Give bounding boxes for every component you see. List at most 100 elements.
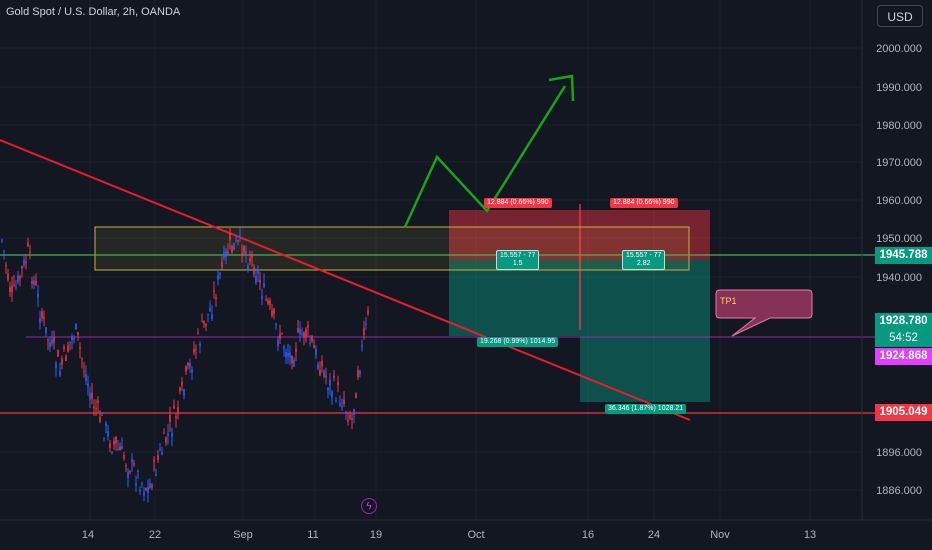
candle-body bbox=[167, 433, 169, 436]
candle-body bbox=[205, 323, 207, 327]
currency-button[interactable]: USD bbox=[877, 5, 923, 27]
candle-body bbox=[227, 251, 229, 254]
candle-body bbox=[193, 349, 195, 353]
price-candles bbox=[1, 226, 369, 503]
long1-entry-line2: 1.5 bbox=[512, 260, 523, 267]
bar-countdown: 54:52 bbox=[875, 330, 932, 347]
candle-body bbox=[245, 251, 247, 255]
candle-body bbox=[171, 433, 173, 437]
candle-body bbox=[251, 254, 253, 258]
candle-body bbox=[295, 348, 297, 352]
candle-body bbox=[311, 335, 313, 342]
candle-body bbox=[173, 405, 175, 409]
candle-body bbox=[35, 280, 37, 285]
candle-body bbox=[159, 448, 161, 450]
candle-body bbox=[197, 332, 199, 334]
candle-body bbox=[317, 363, 319, 370]
candle-body bbox=[87, 383, 89, 387]
candle-body bbox=[25, 261, 27, 264]
candle-body bbox=[191, 369, 193, 373]
candle-body bbox=[185, 366, 187, 372]
symbol-title[interactable]: Gold Spot / U.S. Dollar, 2h, OANDA bbox=[6, 6, 181, 18]
candle-body bbox=[123, 455, 125, 459]
price-tick: 1940.000 bbox=[876, 272, 922, 284]
time-tick: Oct bbox=[467, 529, 484, 541]
candle-body bbox=[99, 416, 101, 422]
candle-body bbox=[147, 487, 149, 493]
descending-trendline[interactable] bbox=[0, 139, 691, 421]
candle-body bbox=[237, 240, 239, 242]
candle-body bbox=[181, 381, 183, 386]
long1-stop-zone[interactable] bbox=[449, 260, 580, 336]
price-tick: 1950.000 bbox=[876, 233, 922, 245]
candle-body bbox=[3, 250, 5, 252]
candle-body bbox=[13, 284, 15, 286]
candle-body bbox=[213, 290, 215, 292]
candle-body bbox=[187, 363, 189, 366]
candle-body bbox=[279, 333, 281, 339]
tp1-callout[interactable] bbox=[715, 289, 813, 337]
candle-body bbox=[95, 408, 97, 410]
candle-body bbox=[275, 323, 277, 325]
price-tick: 1896.000 bbox=[876, 447, 922, 459]
long2-stop-zone[interactable] bbox=[580, 260, 710, 402]
candle-body bbox=[209, 308, 211, 312]
time-tick: 24 bbox=[648, 529, 660, 541]
candle-body bbox=[105, 423, 107, 426]
candle-body bbox=[49, 342, 51, 348]
candle-body bbox=[215, 297, 217, 299]
candle-body bbox=[261, 295, 263, 300]
candle-body bbox=[115, 436, 117, 444]
lightning-icon[interactable]: ϟ bbox=[361, 498, 377, 514]
candle-body bbox=[69, 341, 71, 343]
candle-body bbox=[201, 321, 203, 323]
long2-entry-label: 15.557 - 77 2.82 bbox=[622, 250, 666, 270]
candle-body bbox=[277, 339, 279, 347]
projection-path[interactable] bbox=[403, 85, 567, 228]
candle-body bbox=[129, 471, 131, 473]
candle-body bbox=[9, 287, 11, 293]
price-tick: 2000.000 bbox=[876, 43, 922, 55]
candle-body bbox=[133, 463, 135, 466]
candle-body bbox=[305, 329, 307, 337]
long1-target-label: 12.884 (0.66%) 990 bbox=[484, 198, 552, 208]
candle-body bbox=[101, 415, 103, 417]
candle-body bbox=[363, 328, 365, 335]
candle-body bbox=[365, 323, 367, 325]
price-tick: 1960.000 bbox=[876, 195, 922, 207]
candle-body bbox=[323, 370, 325, 377]
price-tick: 1886.000 bbox=[876, 485, 922, 497]
candle-body bbox=[293, 359, 295, 367]
candle-body bbox=[249, 258, 251, 262]
candle-body bbox=[65, 355, 67, 361]
time-axis[interactable]: 14 22 Sep 11 19 Oct 16 24 Nov 13 bbox=[82, 529, 816, 541]
candle-body bbox=[1, 239, 3, 241]
candle-body bbox=[337, 382, 339, 386]
candle-body bbox=[33, 280, 35, 285]
candle-body bbox=[145, 488, 147, 490]
candle-body bbox=[221, 261, 223, 268]
magenta-level-price-tag: 1924.868 bbox=[875, 348, 932, 365]
time-tick: 19 bbox=[370, 529, 382, 541]
candle-body bbox=[117, 448, 119, 450]
candle-body bbox=[127, 471, 129, 479]
candle-body bbox=[121, 446, 123, 450]
time-tick: 14 bbox=[82, 529, 94, 541]
resistance-zone[interactable] bbox=[94, 226, 690, 271]
long2-entry-line2: 2.82 bbox=[636, 260, 651, 267]
projection-arrowhead bbox=[548, 74, 575, 102]
candle-body bbox=[29, 251, 31, 253]
candle-body bbox=[113, 441, 115, 445]
candle-body bbox=[75, 323, 77, 330]
candle-body bbox=[47, 339, 49, 341]
candle-body bbox=[289, 352, 291, 358]
price-axis[interactable]: 2000.000 1990.000 1980.000 1970.000 1960.000… bbox=[876, 43, 922, 497]
candle-body bbox=[223, 251, 225, 259]
candle-body bbox=[327, 387, 329, 391]
candle-body bbox=[23, 259, 25, 266]
green-level-price-tag: 1945.788 bbox=[875, 247, 932, 264]
candle-body bbox=[235, 240, 237, 242]
candle-body bbox=[19, 276, 21, 279]
candle-body bbox=[331, 391, 333, 398]
